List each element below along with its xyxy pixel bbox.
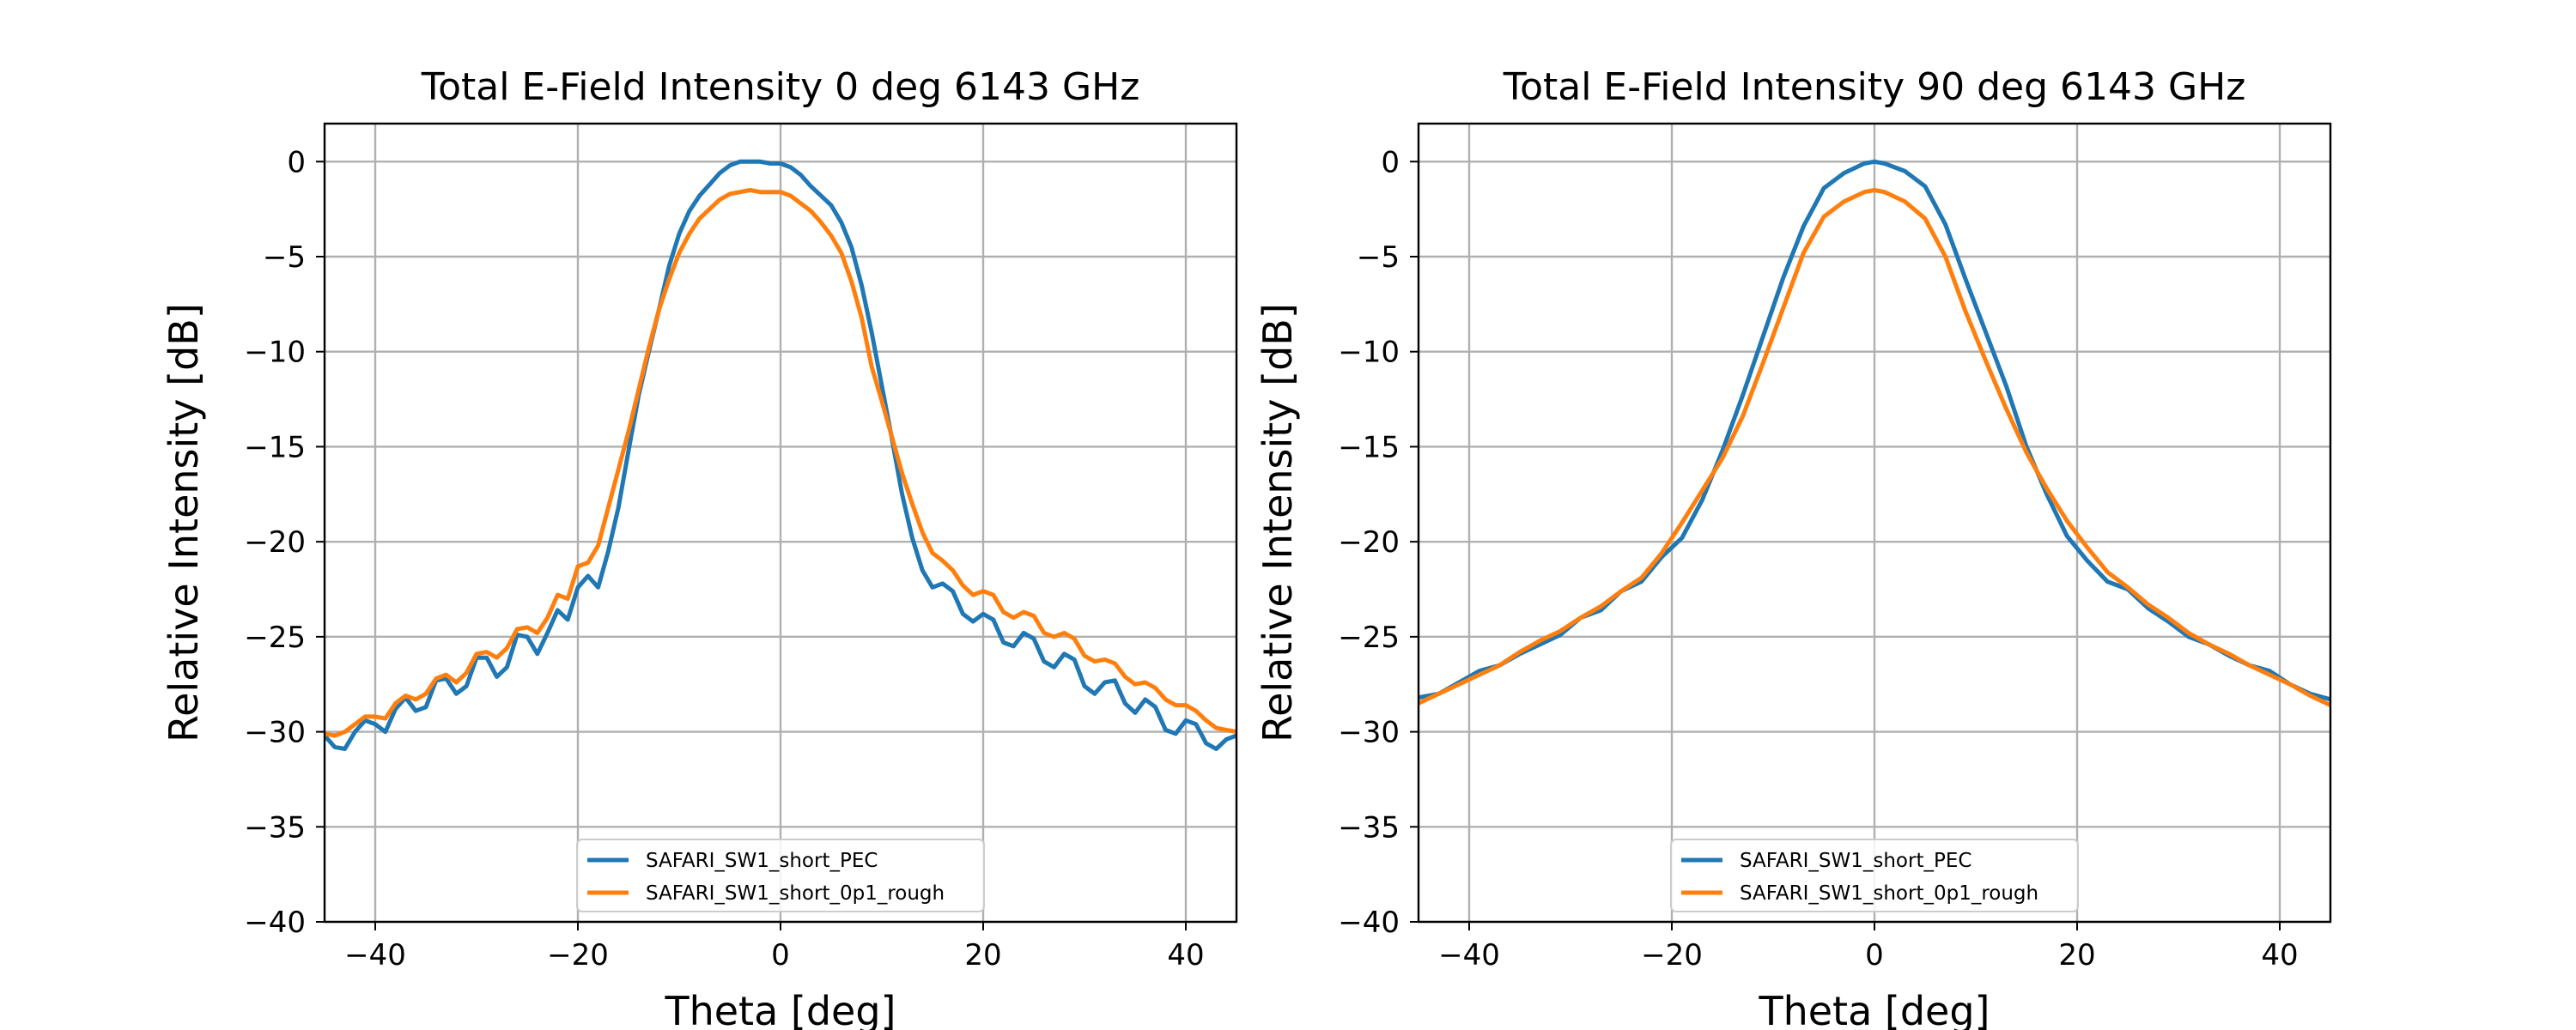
- x-tick-label: −20: [1641, 938, 1703, 972]
- legend-label: SAFARI_SW1_short_PEC: [646, 850, 878, 872]
- y-axis-label: Relative Intensity [dB]: [1255, 303, 1301, 742]
- y-tick-label: −15: [244, 430, 306, 464]
- y-tick-label: −35: [1338, 810, 1400, 845]
- y-tick-label: −25: [1338, 621, 1400, 655]
- y-tick-label: −40: [1338, 906, 1400, 940]
- legend-box: [1670, 839, 2079, 912]
- y-tick-label: −20: [1338, 525, 1400, 560]
- x-tick-label: 0: [771, 938, 790, 972]
- x-tick-label: 20: [964, 938, 1001, 972]
- y-tick-label: −5: [263, 240, 306, 275]
- chart-title: Total E-Field Intensity 90 deg 6143 GHz: [1503, 65, 2246, 109]
- chart-title: Total E-Field Intensity 0 deg 6143 GHz: [421, 65, 1140, 109]
- x-tick-label: −40: [1438, 938, 1500, 972]
- legend-label: SAFARI_SW1_short_0p1_rough: [646, 882, 945, 905]
- x-tick-label: −20: [547, 938, 609, 972]
- y-axis-label: Relative Intensity [dB]: [161, 303, 207, 742]
- y-tick-label: −30: [244, 716, 306, 750]
- x-tick-label: 40: [1167, 938, 1204, 972]
- y-tick-label: −10: [244, 336, 306, 370]
- x-tick-label: 0: [1865, 938, 1884, 972]
- x-tick-label: 20: [2058, 938, 2095, 972]
- y-tick-label: −25: [244, 621, 306, 655]
- y-tick-label: −5: [1357, 240, 1400, 275]
- legend: SAFARI_SW1_short_PEC SAFARI_SW1_short_0p1…: [576, 839, 985, 912]
- x-axis-label: Theta [deg]: [1759, 988, 1990, 1030]
- y-tick-label: −10: [1338, 336, 1400, 370]
- y-tick-label: −15: [1338, 430, 1400, 464]
- y-tick-label: −40: [244, 906, 306, 940]
- y-tick-label: 0: [1381, 145, 1400, 179]
- x-tick-label: −40: [344, 938, 406, 972]
- chart-left: −40 −20 0 20 40 0 −5 −10 −15 −20 −25 −30 −35 −40 Total…: [161, 65, 1238, 1030]
- legend-box: [576, 839, 985, 912]
- legend: SAFARI_SW1_short_PEC SAFARI_SW1_short_0p1…: [1670, 839, 2079, 912]
- y-tick-label: −30: [1338, 716, 1400, 750]
- chart-right: −40 −20 0 20 40 0 −5 −10 −15 −20 −25 −30 −35 −40 Total…: [1255, 65, 2332, 1030]
- x-tick-label: 40: [2261, 938, 2298, 972]
- legend-label: SAFARI_SW1_short_PEC: [1740, 850, 1971, 872]
- legend-label: SAFARI_SW1_short_0p1_rough: [1740, 882, 2038, 905]
- series-line-rough: [1419, 188, 2330, 708]
- y-tick-label: −20: [244, 525, 306, 560]
- y-tick-label: −35: [244, 810, 306, 845]
- y-tick-label: 0: [287, 145, 306, 179]
- x-axis-label: Theta [deg]: [665, 988, 896, 1030]
- series-line-rough: [325, 188, 1236, 738]
